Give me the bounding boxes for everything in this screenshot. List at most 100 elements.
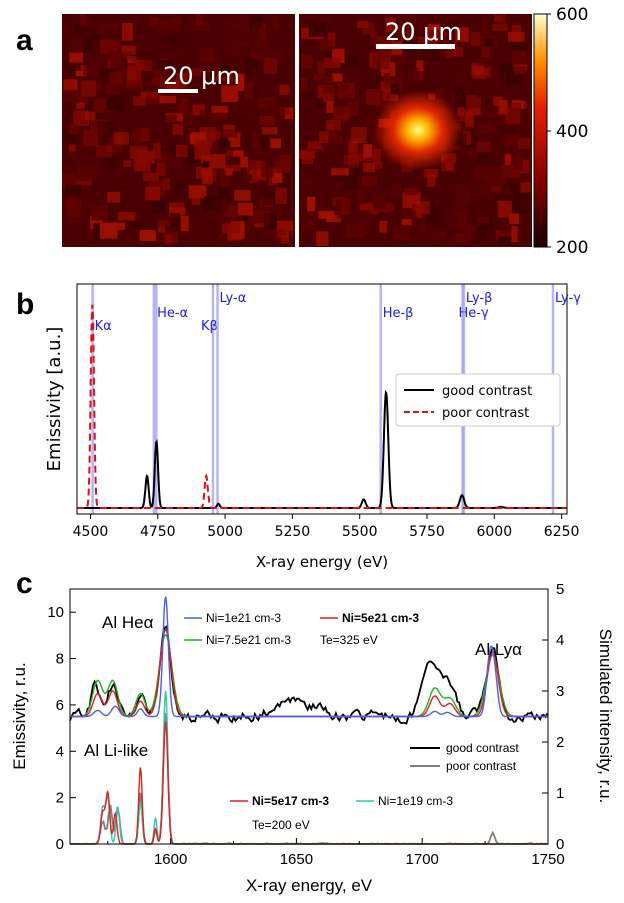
heatmap-right <box>299 14 532 247</box>
heatmap-cell <box>342 84 350 91</box>
series-b-1 <box>77 304 567 509</box>
heatmap-cell <box>497 14 506 24</box>
heatmap-cell <box>323 57 341 69</box>
heatmap-cell <box>307 141 321 150</box>
heatmap-cell <box>406 20 419 38</box>
heatmap-cell <box>219 137 228 149</box>
chart-b-ylabel: Emissivity [a.u.] <box>44 327 65 472</box>
chart-b-legend: good contrast poor contrast <box>395 373 561 427</box>
heatmap-cell <box>455 89 467 108</box>
heatmap-cell <box>365 89 380 105</box>
heatmap-cell <box>498 236 513 246</box>
heatmap-cell <box>269 138 281 149</box>
legend-b-poor: poor contrast <box>442 406 529 421</box>
heatmap-cell <box>500 62 513 74</box>
heatmap-cell <box>506 188 513 196</box>
heatmap-cell <box>152 200 167 214</box>
panel-label-a: a <box>16 24 33 57</box>
heatmap-cell <box>347 154 360 168</box>
heatmap-cell <box>248 17 264 28</box>
heatmap-cell <box>474 226 487 243</box>
tick-label-c-x-1: 1650 <box>280 851 313 868</box>
heatmap-cell <box>362 162 376 173</box>
heatmap-cell <box>492 24 508 31</box>
heatmap-cell <box>348 140 359 159</box>
heatmap-cell <box>498 99 508 114</box>
heatmap-cell <box>245 58 259 74</box>
tick-label-c-yr-1: 1 <box>556 785 564 802</box>
heatmap-cell <box>323 76 334 83</box>
heatmap-cell <box>263 99 279 115</box>
heatmap-cell <box>302 92 318 100</box>
annotation-te-200: Te=200 eV <box>252 818 310 832</box>
chart-b-xlabel: X-ray energy (eV) <box>256 553 388 571</box>
heatmap-cell <box>320 14 330 23</box>
heatmap-cell <box>342 198 350 215</box>
heatmap-cell <box>190 68 204 76</box>
heatmap-cell <box>171 41 184 52</box>
heatmap-cell <box>252 131 259 149</box>
tick-label-c-x-0: 1600 <box>154 851 187 868</box>
heatmap-cell <box>490 68 499 77</box>
heatmap-cell <box>455 27 469 42</box>
heatmap-cell <box>91 205 109 221</box>
heatmap-cell <box>470 32 481 47</box>
heatmap-cell <box>117 212 136 221</box>
heatmap-cell <box>365 116 377 126</box>
heatmap-cell <box>76 102 85 109</box>
heatmap-cell <box>165 157 183 169</box>
heatmap-cell <box>199 110 213 119</box>
heatmap-cell <box>221 85 239 102</box>
heatmap-cell <box>509 163 521 178</box>
heatmap-cell <box>200 155 210 164</box>
heatmap-cell <box>96 145 113 158</box>
heatmap-cell <box>510 103 522 112</box>
heatmap-cell <box>162 36 177 44</box>
tick-label-b-2: 5000 <box>207 524 243 540</box>
heatmap-cell <box>261 166 274 178</box>
heatmap-cell <box>372 193 386 210</box>
heatmap-cell <box>450 218 459 228</box>
tick-label-c-yl-4: 8 <box>56 651 64 668</box>
heatmap-cell <box>456 73 463 86</box>
heatmap-cell <box>370 30 377 39</box>
heatmap-cell <box>301 27 314 39</box>
heatmap-cell <box>167 140 176 148</box>
heatmap-cell <box>96 19 113 32</box>
heatmap-cell <box>96 129 105 136</box>
tick-label-c-yr-5: 5 <box>556 581 564 598</box>
heatmap-cell <box>505 75 522 85</box>
heatmap-cell <box>82 62 99 76</box>
heatmap-cell <box>114 51 132 59</box>
heatmap-cell <box>326 101 334 113</box>
heatmap-cell <box>139 230 156 241</box>
heatmap-cell <box>346 223 365 239</box>
tick-label-c-yl-3: 6 <box>56 697 64 714</box>
heatmap-cell <box>513 152 523 170</box>
heatmap-cell <box>219 186 231 199</box>
heatmap-cell <box>133 154 151 172</box>
scale-bar-left <box>158 89 198 93</box>
heatmap-cell <box>65 184 81 196</box>
heatmap-cell <box>86 52 103 63</box>
heatmap-cell <box>146 90 163 104</box>
heatmap-cell <box>280 235 290 244</box>
heatmap-cell <box>357 20 368 28</box>
heatmap-cell <box>231 33 239 47</box>
heatmap-cell <box>188 148 195 156</box>
heatmap-cell <box>347 102 359 117</box>
heatmap-cell <box>322 86 339 94</box>
heatmap-cell <box>351 127 367 143</box>
panel-label-b: b <box>16 288 34 321</box>
heatmap-cell <box>170 212 181 228</box>
heatmap-cell <box>195 14 203 26</box>
heatmap-cell <box>390 84 399 95</box>
heatmap-cell <box>221 129 238 138</box>
heatmap-cell <box>316 231 329 246</box>
heatmap-cell <box>242 174 253 181</box>
tick-label-c-yr-3: 3 <box>556 683 564 700</box>
heatmap-cell <box>357 190 365 204</box>
tick-label-b-3: 5250 <box>275 524 311 540</box>
heatmap-cell <box>250 50 266 61</box>
